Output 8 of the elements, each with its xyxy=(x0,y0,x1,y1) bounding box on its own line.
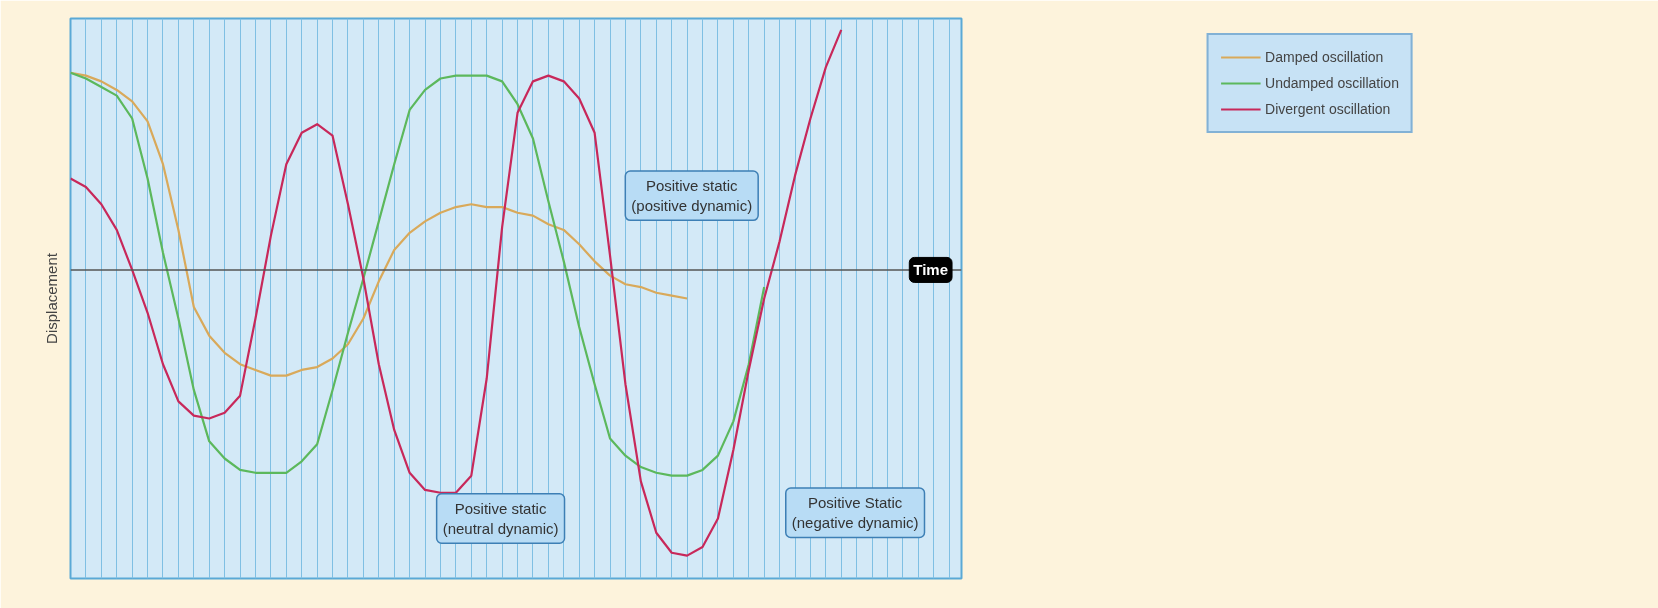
annotation: Positive Static (negative dynamic) xyxy=(791,494,919,532)
x-axis-title: Time xyxy=(913,261,949,279)
annotation: Positive static (neutral dynamic) xyxy=(442,499,559,538)
y-axis-title: Displacement xyxy=(42,252,60,344)
legend-label: Damped oscillation xyxy=(1265,49,1384,65)
annotation: Positive static (positive dynamic) xyxy=(631,176,753,215)
legend-label: Undamped oscillation xyxy=(1265,75,1399,91)
legend-label: Divergent oscillation xyxy=(1265,101,1391,117)
